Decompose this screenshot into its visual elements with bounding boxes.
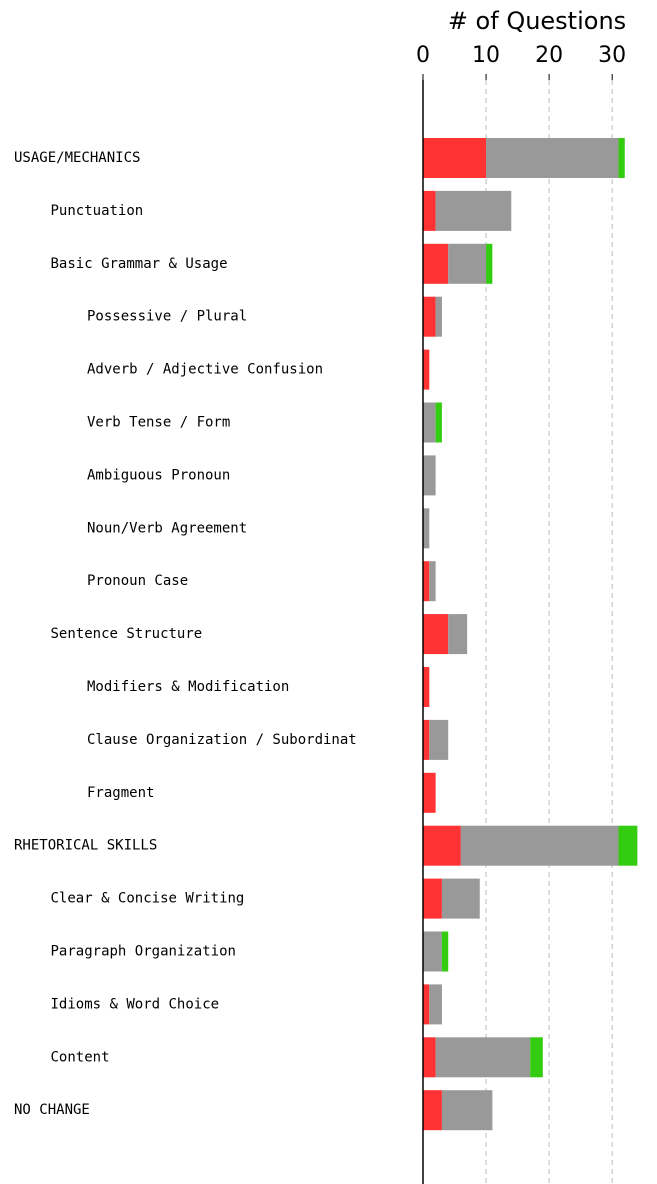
bar-segment (423, 772, 436, 813)
bar-segment (423, 931, 442, 972)
bar-segment (423, 1090, 442, 1131)
category-label: Verb Tense / Form (87, 415, 230, 431)
category-label: USAGE/MECHANICS (14, 150, 140, 166)
category-label: RHETORICAL SKILLS (14, 838, 157, 854)
bar-segment (530, 1037, 543, 1078)
category-label: Possessive / Plural (87, 309, 247, 325)
category-label: Content (51, 1049, 110, 1065)
bar-segment (435, 296, 442, 337)
category-label: Sentence Structure (51, 626, 203, 642)
bar-segment (423, 984, 430, 1025)
category-label: NO CHANGE (14, 1102, 90, 1118)
category-label: Ambiguous Pronoun (87, 467, 230, 483)
bar-segment (423, 1037, 436, 1078)
category-label: Punctuation (51, 203, 144, 219)
bar-segment (423, 825, 461, 866)
bar-segment (441, 931, 449, 972)
bar-segment (448, 614, 468, 655)
x-tick-label: 0 (416, 43, 430, 68)
x-tick-label: 20 (535, 43, 563, 68)
bar-segment (486, 243, 493, 284)
x-tick-label: 10 (472, 43, 500, 68)
bar-segment (429, 719, 449, 760)
bar-segment (423, 614, 449, 655)
bar-segment (618, 825, 638, 866)
bar-segment (448, 243, 487, 284)
category-label: Clause Organization / Subordinat (87, 732, 357, 748)
category-label: Basic Grammar & Usage (51, 256, 228, 272)
category-label: Idioms & Word Choice (51, 996, 220, 1012)
bar-segment (429, 984, 442, 1025)
bar-segment (423, 667, 430, 707)
bar-segment (486, 138, 619, 178)
bar-segment (435, 190, 512, 231)
bar-segment (423, 190, 436, 231)
bar-segment (441, 878, 480, 919)
bar-segment (441, 1090, 493, 1131)
category-label: Clear & Concise Writing (51, 891, 245, 907)
bar-segment (423, 561, 430, 602)
x-tick-label: 30 (598, 43, 626, 68)
category-label: Adverb / Adjective Confusion (87, 362, 323, 378)
bar-segment (423, 719, 430, 760)
bar-segment (423, 878, 442, 919)
category-label: Paragraph Organization (51, 944, 236, 960)
bar-segment (423, 349, 430, 390)
bar-segment (435, 1037, 531, 1078)
bar-segment (618, 138, 625, 178)
axis-title: # of Questions (448, 7, 626, 35)
category-label: Noun/Verb Agreement (87, 520, 247, 536)
category-label: Pronoun Case (87, 573, 188, 589)
bar-segment (423, 508, 430, 549)
bar-segment (435, 402, 442, 443)
bar-segment (423, 455, 436, 496)
category-label: Fragment (87, 785, 154, 801)
bar-segment (423, 138, 487, 178)
bar-segment (423, 243, 449, 284)
category-label: Modifiers & Modification (87, 679, 289, 695)
bar-segment (423, 402, 436, 443)
bar-segment (460, 825, 619, 866)
bar-segment (429, 561, 436, 602)
bar-segment (423, 296, 436, 337)
